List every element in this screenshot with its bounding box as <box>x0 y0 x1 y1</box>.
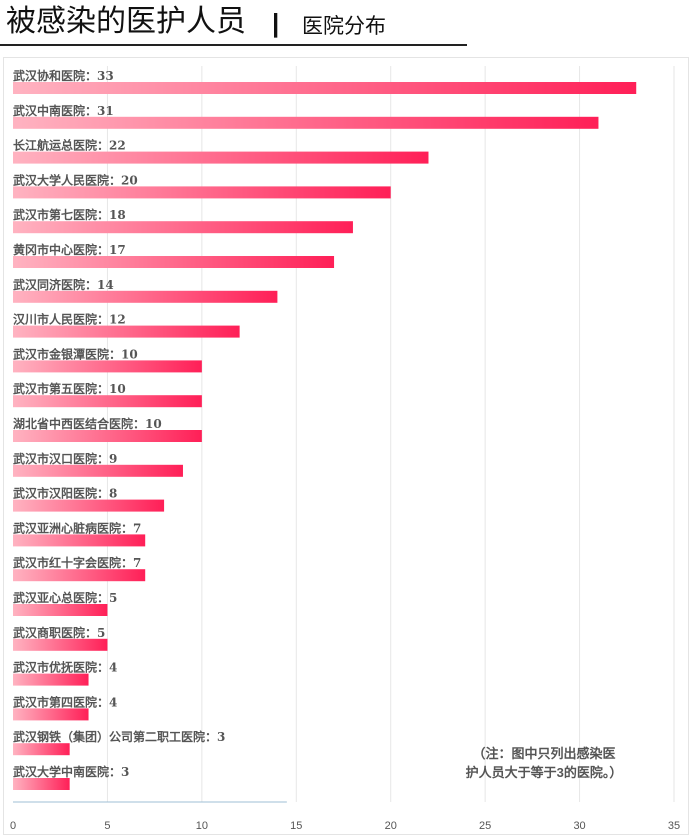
x-tick-label: 15 <box>290 820 302 832</box>
chart-title: 被感染的医护人员 <box>6 4 246 39</box>
bar <box>13 464 183 477</box>
bar <box>13 186 391 199</box>
bar-label: 湖北省中西医结合医院：10 <box>13 416 162 431</box>
bar-label: 武汉市第五医院：10 <box>13 381 126 396</box>
x-tick-label: 25 <box>479 820 491 832</box>
bar <box>13 151 429 164</box>
bar <box>13 778 70 790</box>
bar <box>13 743 70 756</box>
chart-note-line-1: （注：图中只列出感染医 <box>472 746 616 761</box>
bar <box>13 430 202 442</box>
bar <box>13 116 599 129</box>
bar-label: 武汉商职医院：5 <box>13 625 105 640</box>
bar <box>13 82 637 94</box>
x-tick-label: 10 <box>196 820 208 832</box>
bar <box>13 395 202 408</box>
x-tick-label: 20 <box>385 820 397 832</box>
bar-label: 武汉市第七医院：18 <box>13 207 126 222</box>
bar-label: 武汉亚洲心脏病医院：7 <box>13 520 141 535</box>
bar <box>13 325 240 338</box>
title-separator: | <box>272 8 280 38</box>
bar <box>13 708 89 721</box>
bar-label: 武汉大学中南医院：3 <box>13 764 129 779</box>
chart-note-line-2: 护人员大于等于3的医院。） <box>465 765 623 780</box>
bar <box>13 360 202 373</box>
bar-label: 武汉市汉口医院：9 <box>13 451 117 466</box>
x-tick-label: 30 <box>573 820 585 832</box>
title-underline <box>0 44 467 46</box>
bar-label: 武汉同济医院：14 <box>13 277 114 292</box>
bar <box>13 256 335 268</box>
bar <box>13 673 89 686</box>
bar-label: 武汉大学人民医院：20 <box>13 172 138 187</box>
x-tick-label: 5 <box>104 820 110 832</box>
bar-label: 武汉亚心总医院：5 <box>13 590 117 605</box>
bar-label: 武汉中南医院：31 <box>13 103 114 118</box>
bar-label: 武汉市红十字会医院：7 <box>13 555 141 570</box>
chart-frame <box>3 57 689 835</box>
bar-label: 武汉市金银潭医院：10 <box>13 346 138 361</box>
x-tick-label: 35 <box>668 820 680 832</box>
x-tick-label: 0 <box>10 820 16 832</box>
bar <box>13 221 353 234</box>
bar <box>13 290 278 303</box>
bar <box>13 499 165 512</box>
bar <box>13 638 108 651</box>
bar-label: 武汉协和医院：33 <box>13 68 114 83</box>
bar-label: 武汉市第四医院：4 <box>13 694 117 709</box>
bar-label: 汉川市人民医院：12 <box>13 312 126 327</box>
bar-label: 武汉钢铁（集团）公司第二职工医院：3 <box>13 729 225 744</box>
bar <box>13 534 146 547</box>
chart-header: 被感染的医护人员 | 医院分布 <box>0 0 692 48</box>
bar-label: 长江航运总医院：22 <box>13 138 126 153</box>
chart-subtitle: 医院分布 <box>302 14 386 38</box>
chart-note: （注：图中只列出感染医 护人员大于等于3的医院。） <box>444 744 644 782</box>
bar-label: 武汉市优抚医院：4 <box>13 660 117 675</box>
bar-label: 武汉市汉阳医院：8 <box>13 486 117 501</box>
bar <box>13 604 108 616</box>
bar <box>13 569 146 582</box>
bar-label: 黄冈市中心医院：17 <box>13 242 126 257</box>
